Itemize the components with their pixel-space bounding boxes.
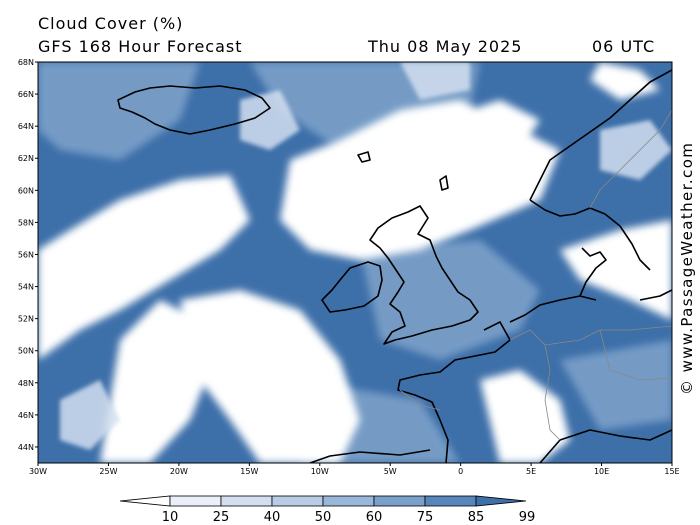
- colorbar-level-label: 60: [366, 510, 383, 525]
- colorbar-level-label: 40: [264, 510, 281, 525]
- colorbar-level-label: 75: [417, 510, 434, 525]
- lat-tick-label: 46N: [18, 411, 34, 420]
- chart-title-time: 06 UTC: [592, 37, 656, 56]
- colorbar-swatch: [373, 495, 426, 507]
- lon-tick-label: 5E: [526, 467, 536, 476]
- lat-tick-label: 58N: [18, 218, 34, 227]
- chart-title-variable: Cloud Cover (%): [38, 14, 184, 33]
- latitude-axis: 68N 66N 64N 62N 60N 58N 56N 54N 52N 50N 48N 46N 44N: [18, 58, 38, 452]
- colorbar-swatch: [271, 495, 324, 507]
- lon-tick-label: 20W: [170, 467, 188, 476]
- lon-tick-label: 10E: [594, 467, 609, 476]
- lat-tick-label: 68N: [18, 58, 34, 67]
- coastlines: [117, 69, 672, 463]
- lat-tick-label: 66N: [18, 90, 34, 99]
- lat-tick-label: 48N: [18, 379, 34, 388]
- lat-tick-label: 54N: [18, 283, 34, 292]
- map-frame: [37, 61, 673, 464]
- colorbar-high-arrow: [475, 495, 527, 507]
- lat-tick-label: 44N: [18, 443, 34, 452]
- colorbar-low-arrow: [119, 495, 171, 507]
- lon-tick-label: 25W: [99, 467, 117, 476]
- colorbar-level-label: 25: [213, 510, 230, 525]
- colorbar-swatch: [169, 495, 222, 507]
- lon-tick-label: 10W: [311, 467, 329, 476]
- longitude-axis: 30W 25W 20W 15W 10W 5W 0 5E 10E 15E: [29, 463, 680, 476]
- lat-tick-label: 60N: [18, 186, 34, 195]
- lon-tick-label: 15E: [664, 467, 679, 476]
- colorbar-level-label: 50: [315, 510, 332, 525]
- colorbar-swatch: [220, 495, 273, 507]
- lat-tick-label: 52N: [18, 315, 34, 324]
- cloud-field: [38, 62, 672, 463]
- lon-tick-label: 5W: [384, 467, 397, 476]
- colorbar-level-label: 85: [468, 510, 485, 525]
- chart-title-model: GFS 168 Hour Forecast: [38, 37, 243, 56]
- credit-watermark: © www.PassageWeather.com: [678, 141, 696, 395]
- colorbar-swatch: [424, 495, 477, 507]
- colorbar-level-label: 10: [162, 510, 179, 525]
- lon-tick-label: 15W: [240, 467, 258, 476]
- lat-tick-label: 64N: [18, 122, 34, 131]
- lat-tick-label: 62N: [18, 154, 34, 163]
- lon-tick-label: 30W: [29, 467, 47, 476]
- lat-tick-label: 50N: [18, 347, 34, 356]
- colorbar-swatch: [322, 495, 375, 507]
- colorbar-legend: 10 25 40 50 60 75 85 99: [119, 495, 536, 525]
- lat-tick-label: 56N: [18, 250, 34, 259]
- country-borders: [399, 109, 672, 441]
- chart-title-date: Thu 08 May 2025: [368, 37, 523, 56]
- lon-tick-label: 0: [458, 467, 463, 476]
- colorbar-level-label: 99: [519, 510, 536, 525]
